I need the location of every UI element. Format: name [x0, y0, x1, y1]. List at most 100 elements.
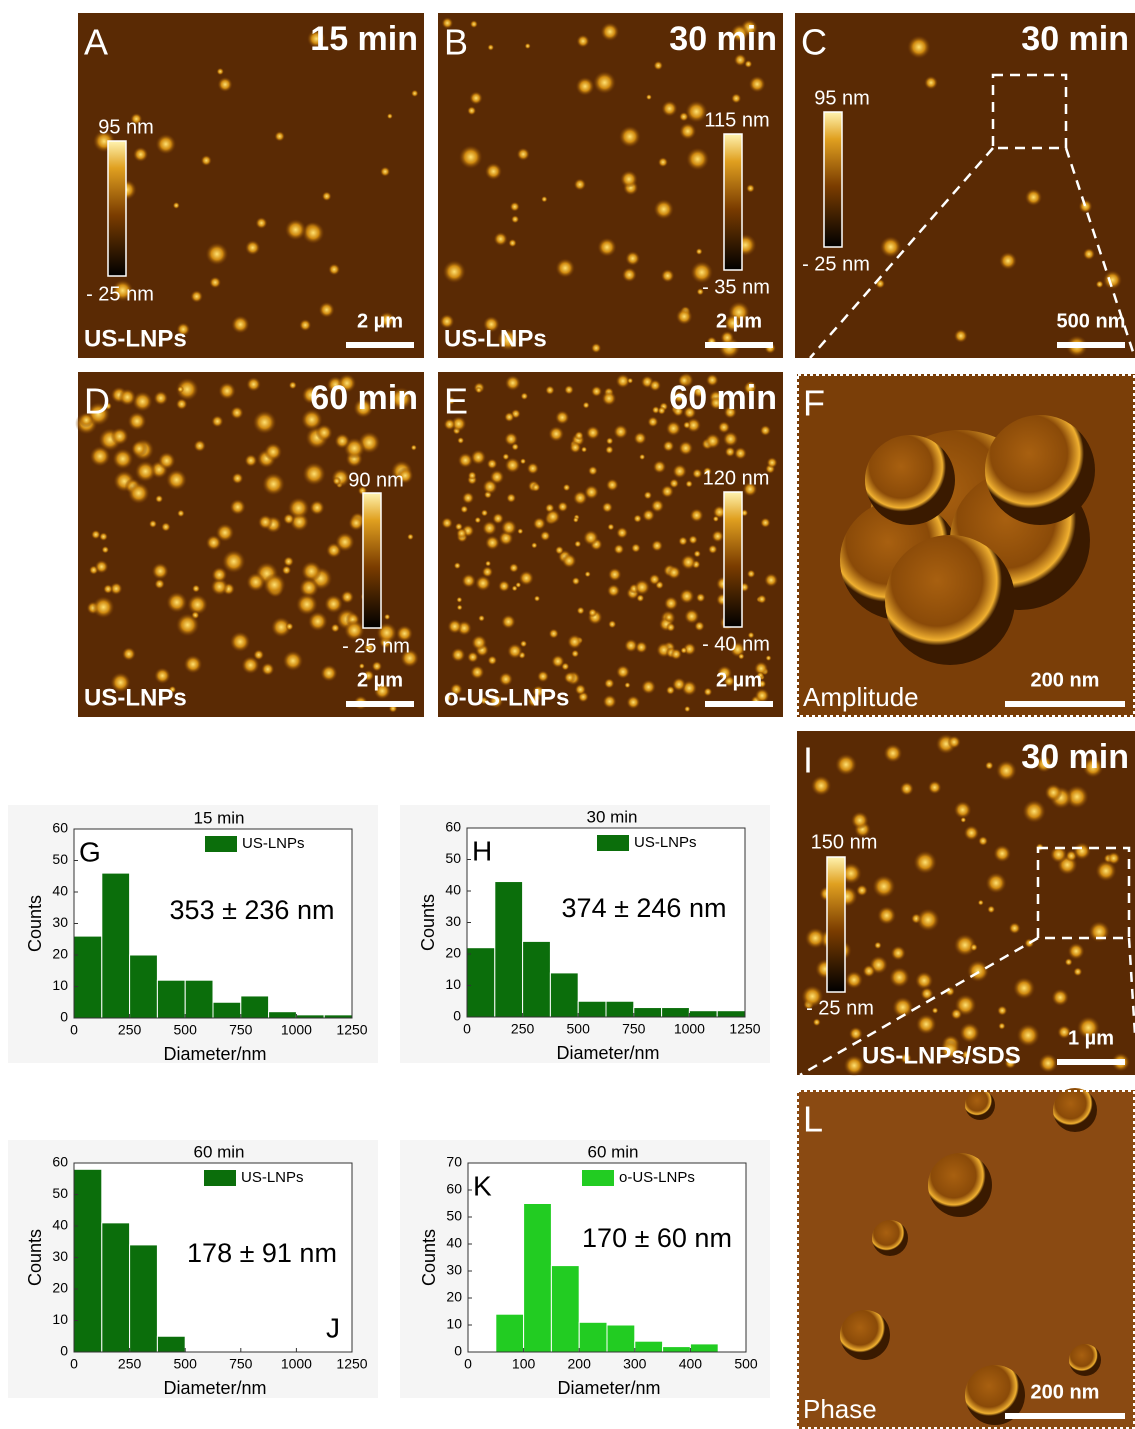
- particle: [537, 670, 549, 682]
- mode-label: Amplitude: [803, 682, 919, 712]
- y-tick-label: 10: [52, 977, 68, 993]
- particle: [644, 491, 653, 500]
- particle: [666, 421, 681, 436]
- particle: [310, 500, 325, 515]
- particle: [572, 577, 580, 585]
- x-tick-label: 200: [568, 1356, 592, 1372]
- particle: [571, 650, 579, 658]
- particle: [863, 965, 876, 978]
- particle: [487, 459, 498, 470]
- bar: [663, 1347, 691, 1352]
- x-tick-label: 750: [622, 1021, 646, 1037]
- legend-swatch: [204, 1170, 236, 1186]
- y-tick-label: 0: [453, 1008, 461, 1024]
- sample-label: US-LNPs: [84, 684, 187, 711]
- particle: [95, 560, 109, 574]
- particle: [456, 597, 462, 603]
- particle: [244, 454, 257, 467]
- bar: [74, 1169, 102, 1352]
- particle: [616, 527, 628, 539]
- colorbar-min: - 25 nm: [802, 253, 870, 275]
- particle: [152, 563, 169, 580]
- particle: [718, 421, 730, 433]
- scale-bar: [705, 342, 773, 348]
- particle: [845, 971, 863, 989]
- particle: [657, 406, 665, 414]
- particle: [156, 134, 177, 155]
- bar: [635, 1341, 663, 1352]
- bar: [662, 1008, 690, 1017]
- bar: [269, 1012, 297, 1018]
- y-tick-label: 30: [52, 914, 68, 930]
- particle: [583, 402, 590, 409]
- x-tick-label: 500: [567, 1021, 591, 1037]
- particle: [874, 942, 882, 950]
- afm-image: I30 minUS-LNPs/SDS1 µm150 nm- 25 nm: [797, 731, 1135, 1076]
- annotation: 353 ± 236 nm: [170, 895, 335, 925]
- sample-label: US-LNPs: [444, 325, 547, 352]
- legend-swatch: [205, 836, 237, 852]
- bar: [496, 1314, 524, 1352]
- particle: [872, 1220, 908, 1256]
- particle: [577, 607, 585, 615]
- particle: [441, 517, 453, 529]
- bar: [634, 1008, 662, 1017]
- particle: [475, 575, 491, 591]
- time-label: 30 min: [1021, 738, 1129, 776]
- particle: [498, 580, 510, 592]
- x-tick-label: 750: [229, 1022, 253, 1038]
- particle: [835, 754, 857, 776]
- particle: [661, 101, 677, 117]
- particle: [334, 433, 350, 449]
- particle: [987, 905, 995, 913]
- particle: [299, 319, 311, 331]
- particle: [586, 426, 600, 440]
- particle: [891, 945, 906, 960]
- particle: [510, 202, 520, 212]
- particle: [517, 528, 523, 534]
- histogram: US-LNPs025050075010001250010203040506030…: [400, 805, 770, 1063]
- particle: [467, 106, 476, 115]
- particle: [119, 388, 137, 406]
- particle: [747, 570, 756, 579]
- sample-label: US-LNPs/SDS: [862, 1042, 1021, 1069]
- particle: [593, 71, 616, 94]
- particle: [1073, 842, 1091, 860]
- bar: [102, 1223, 130, 1352]
- bar: [130, 955, 158, 1018]
- particle: [865, 435, 955, 525]
- particle: [508, 239, 516, 247]
- y-tick-label: 60: [446, 1181, 462, 1197]
- particle: [533, 517, 546, 530]
- scale-bar-label: 200 nm: [1031, 1381, 1100, 1403]
- particle: [684, 609, 699, 624]
- y-tick-label: 10: [446, 1316, 462, 1332]
- colorbar-max: 95 nm: [98, 116, 154, 138]
- particle: [734, 447, 747, 460]
- x-tick-label: 500: [174, 1022, 198, 1038]
- particle: [469, 91, 482, 104]
- y-tick-label: 30: [52, 1248, 68, 1264]
- particle: [128, 482, 150, 504]
- x-tick-label: 1000: [281, 1022, 312, 1038]
- colorbar-min: - 40 nm: [702, 633, 770, 655]
- panel-letter: B: [444, 22, 468, 63]
- particle: [261, 663, 274, 676]
- particle: [998, 1022, 1005, 1029]
- particle: [683, 421, 691, 429]
- particle: [555, 410, 569, 424]
- particle: [520, 458, 526, 464]
- time-label: 15 min: [310, 20, 418, 58]
- particle: [805, 927, 826, 948]
- time-label: 60 min: [310, 379, 418, 417]
- scale-bar: [705, 701, 773, 707]
- particle: [1065, 958, 1073, 966]
- particle: [322, 191, 332, 201]
- particle: [1079, 199, 1093, 213]
- bar: [578, 1001, 606, 1017]
- particle: [122, 647, 136, 661]
- particle: [335, 532, 355, 552]
- particle: [1068, 943, 1085, 960]
- particle: [692, 468, 702, 478]
- particle: [757, 594, 766, 603]
